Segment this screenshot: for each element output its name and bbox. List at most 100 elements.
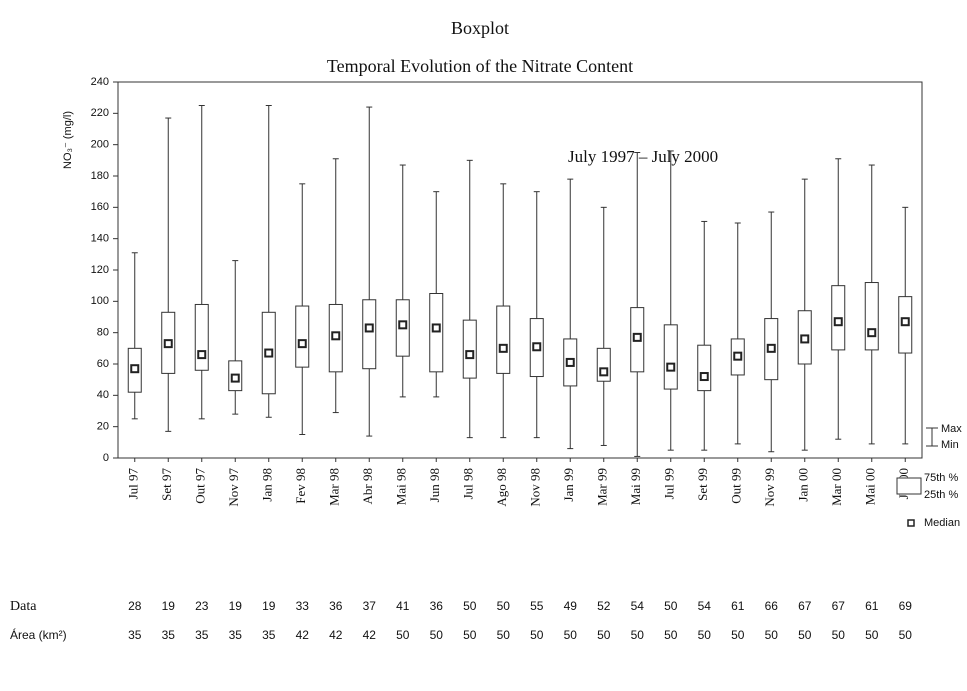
x-tick-label: Jan 98: [260, 468, 275, 502]
row-value: 50: [430, 628, 444, 642]
y-axis-label: NO₃⁻ (mg/l): [62, 111, 74, 169]
row-value: 19: [162, 599, 176, 613]
row-value: 50: [832, 628, 846, 642]
y-tick-label: 100: [91, 295, 109, 307]
x-tick-label: Mar 00: [829, 468, 844, 506]
row-value: 50: [463, 599, 477, 613]
row-value: 42: [329, 628, 343, 642]
chart-subtitle: Temporal Evolution of the Nitrate Conten…: [327, 56, 633, 76]
row-value: 61: [731, 599, 745, 613]
median: [364, 323, 374, 333]
row-value: 67: [798, 599, 812, 613]
row-value: 54: [631, 599, 645, 613]
row-value: 50: [664, 599, 678, 613]
legend-median: [907, 519, 915, 527]
box: [496, 305, 511, 374]
median: [599, 367, 609, 377]
x-tick-label: Mai 00: [863, 468, 878, 505]
median: [230, 373, 240, 383]
legend-label: 75th %: [924, 472, 958, 484]
x-tick-label: Ago 98: [494, 468, 509, 507]
row-value: 50: [463, 628, 477, 642]
row-value: 50: [698, 628, 712, 642]
median: [900, 317, 910, 327]
median: [331, 331, 341, 341]
median: [297, 339, 307, 349]
x-tick-label: Jul 99: [662, 468, 677, 499]
median: [264, 348, 274, 358]
y-tick-label: 200: [91, 139, 109, 151]
median: [733, 351, 743, 361]
row-value: 36: [430, 599, 444, 613]
y-tick-label: 60: [97, 358, 109, 370]
row-value: 36: [329, 599, 343, 613]
box: [663, 324, 678, 390]
row-value: 23: [195, 599, 209, 613]
median: [565, 357, 575, 367]
x-tick-label: Jan 99: [561, 468, 576, 502]
y-tick-label: 120: [91, 264, 109, 276]
median: [766, 343, 776, 353]
box: [429, 293, 444, 373]
x-tick-label: Mai 99: [628, 468, 643, 505]
median: [867, 328, 877, 338]
row-value: 50: [731, 628, 745, 642]
row-value: 49: [564, 599, 578, 613]
row-label: Área (km²): [10, 627, 67, 642]
y-tick-label: 0: [103, 452, 109, 464]
x-tick-label: Mai 98: [394, 468, 409, 505]
chart-title: Boxplot: [451, 18, 509, 38]
median: [833, 317, 843, 327]
row-value: 50: [798, 628, 812, 642]
row-value: 50: [497, 599, 511, 613]
row-value: 35: [229, 628, 243, 642]
plot-frame: [117, 81, 923, 459]
row-value: 19: [262, 599, 276, 613]
median: [431, 323, 441, 333]
y-tick-label: 20: [97, 421, 109, 433]
row-value: 50: [765, 628, 779, 642]
row-value: 50: [865, 628, 879, 642]
row-value: 66: [765, 599, 779, 613]
x-tick-label: Fev 98: [293, 468, 308, 504]
row-value: 69: [899, 599, 913, 613]
median: [130, 364, 140, 374]
row-label: Data: [10, 599, 37, 614]
y-tick-label: 180: [91, 170, 109, 182]
y-tick-label: 160: [91, 201, 109, 213]
x-tick-label: Set 99: [695, 468, 710, 501]
row-value: 61: [865, 599, 879, 613]
x-tick-label: Set 97: [159, 468, 174, 501]
box: [194, 303, 209, 371]
y-tick-label: 140: [91, 233, 109, 245]
row-value: 19: [229, 599, 243, 613]
box: [462, 319, 477, 379]
row-value: 50: [497, 628, 511, 642]
box: [864, 282, 879, 351]
row-value: 50: [597, 628, 611, 642]
row-value: 52: [597, 599, 611, 613]
median: [398, 320, 408, 330]
x-tick-label: Abr 98: [360, 468, 375, 504]
row-value: 35: [128, 628, 142, 642]
y-tick-label: 80: [97, 327, 109, 339]
row-value: 37: [363, 599, 377, 613]
row-value: 50: [396, 628, 410, 642]
row-value: 33: [296, 599, 310, 613]
median: [666, 362, 676, 372]
median: [632, 332, 642, 342]
box: [295, 305, 310, 368]
x-tick-label: Jul 97: [126, 468, 141, 500]
legend-box: [896, 477, 922, 495]
x-tick-label: Jun 98: [427, 468, 442, 502]
row-value: 28: [128, 599, 142, 613]
box: [697, 344, 712, 392]
row-value: 55: [530, 599, 544, 613]
row-value: 50: [530, 628, 544, 642]
row-value: 54: [698, 599, 712, 613]
row-value: 67: [832, 599, 846, 613]
row-value: 35: [195, 628, 209, 642]
median: [699, 372, 709, 382]
row-value: 42: [363, 628, 377, 642]
